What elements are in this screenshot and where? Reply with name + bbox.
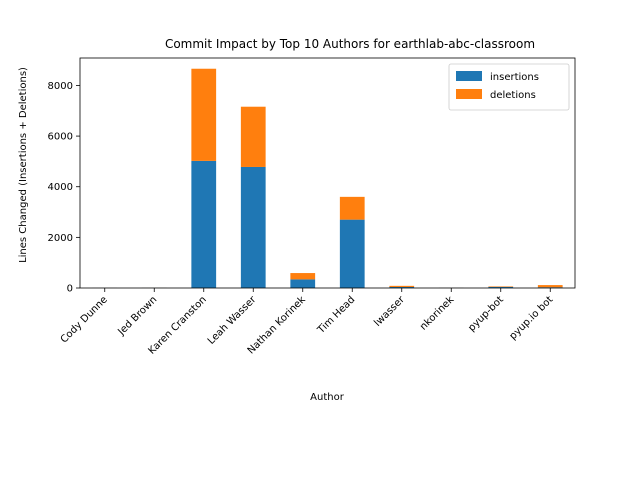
bar-insertions-2 — [191, 161, 216, 288]
legend-label-deletions: deletions — [490, 90, 536, 101]
x-tick-label-7: nkorinek — [418, 294, 456, 332]
legend-label-insertions: insertions — [490, 72, 539, 83]
bar-insertions-3 — [241, 167, 266, 288]
y-tick-label-3: 6000 — [48, 132, 73, 143]
y-axis-label: Lines Changed (Insertions + Deletions) — [18, 67, 29, 263]
bar-deletions-5 — [340, 197, 365, 220]
chart-title: Commit Impact by Top 10 Authors for eart… — [165, 37, 535, 51]
bar-deletions-3 — [241, 107, 266, 167]
bar-deletions-6 — [389, 286, 414, 287]
x-tick-label-0: Cody Dunne — [59, 294, 110, 345]
legend: insertions deletions — [449, 64, 569, 110]
x-tick-label-8: pyup-bot — [466, 294, 506, 334]
y-tick-label-0: 0 — [67, 284, 73, 295]
bar-insertions-5 — [340, 220, 365, 288]
bar-deletions-9 — [538, 285, 563, 287]
legend-swatch-deletions — [456, 89, 482, 99]
bar-deletions-2 — [191, 69, 216, 161]
y-tick-label-2: 4000 — [48, 182, 73, 193]
y-tick-label-4: 8000 — [48, 81, 73, 92]
bar-deletions-4 — [290, 273, 315, 279]
legend-swatch-insertions — [456, 71, 482, 81]
x-tick-label-3: Leah Wasser — [206, 294, 259, 347]
x-tick-label-9: pyup.io bot — [508, 294, 556, 342]
y-tick-label-1: 2000 — [48, 233, 73, 244]
x-tick-label-6: lwasser — [372, 294, 407, 329]
legend-box — [449, 64, 569, 110]
bar-insertions-4 — [290, 279, 315, 288]
x-axis-label: Author — [310, 392, 345, 403]
bar-deletions-8 — [488, 286, 513, 287]
x-tick-label-1: Jed Brown — [116, 294, 160, 338]
y-axis: 0 2000 4000 6000 8000 — [48, 81, 80, 295]
x-tick-label-5: Tim Head — [315, 294, 357, 336]
